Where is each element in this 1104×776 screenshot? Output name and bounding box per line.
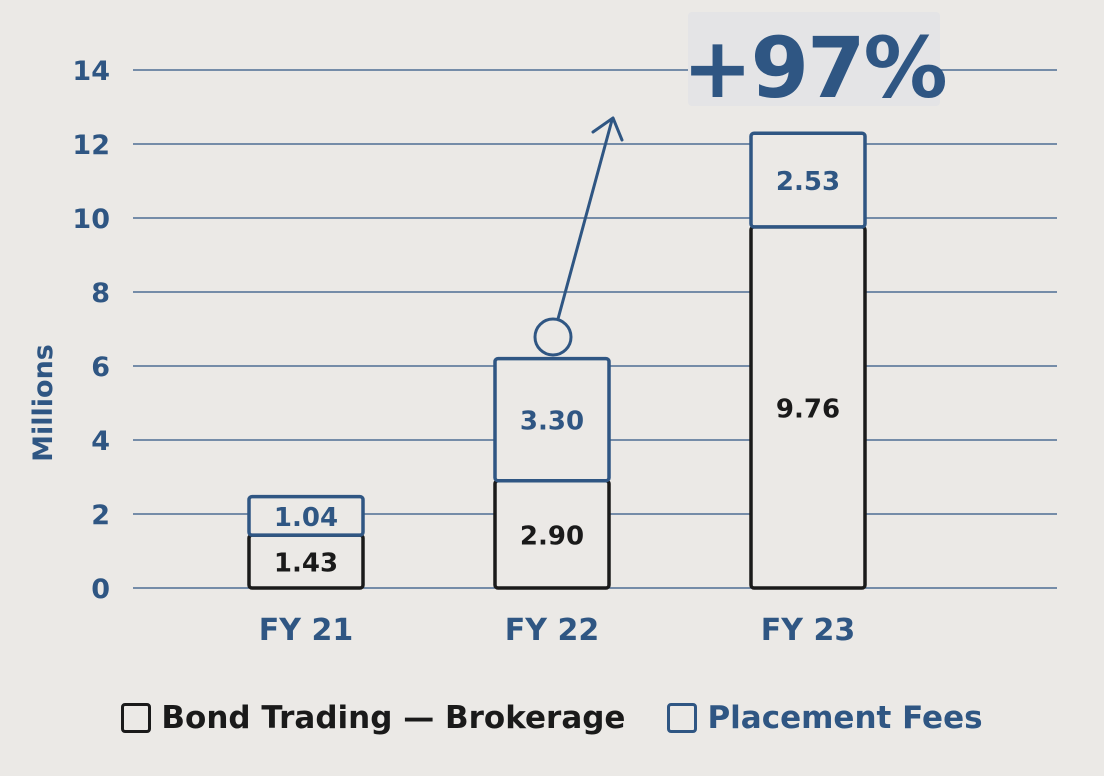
y-tick-6: 6 [91,352,110,383]
value-label-placement-fees-1: 1.04 [274,503,338,533]
stacked-bar-chart: 0 2 4 6 8 10 12 14 Millions 1.43 1.04 2.90 3.30 9.7… [28,12,1057,648]
growth-callout: +97% [533,12,948,357]
y-tick-8: 8 [91,278,110,309]
arrow-origin-marker [533,317,573,357]
x-category-1: FY 21 [259,613,353,648]
value-label-bond-trading-1: 1.43 [274,549,338,579]
legend-label-placement-fees: Placement Fees [707,700,983,736]
y-tick-12: 12 [72,130,110,161]
legend: Bond Trading — Brokerage Placement Fees [0,700,1104,736]
bar-placement-fees-3 [749,131,867,229]
y-tick-4: 4 [91,426,110,457]
y-tick-2: 2 [91,500,110,531]
legend-label-bond-trading: Bond Trading — Brokerage [161,700,626,736]
legend-swatch-placement-fees [667,703,698,733]
callout-box [688,12,940,106]
y-tick-14: 14 [72,56,110,87]
value-label-bond-trading-2: 2.90 [520,521,584,551]
y-axis-label: Millions [28,344,59,462]
growth-arrow-head [591,116,624,142]
bars: 1.43 1.04 2.90 3.30 9.76 2.53 [247,131,867,590]
value-label-placement-fees-3: 2.53 [776,167,840,197]
legend-item-placement-fees: Placement Fees [667,700,983,736]
x-category-2: FY 22 [505,613,599,648]
y-axis-ticks: 0 2 4 6 8 10 12 14 [72,56,110,605]
legend-item-bond-trading: Bond Trading — Brokerage [121,700,625,736]
bar-placement-fees-1 [247,494,365,537]
value-label-placement-fees-2: 3.30 [520,407,584,437]
legend-swatch-bond-trading [121,703,152,733]
value-label-bond-trading-3: 9.76 [776,394,840,424]
bar-placement-fees-2 [493,356,611,483]
y-tick-0: 0 [91,574,110,605]
y-tick-10: 10 [72,204,110,235]
x-category-3: FY 23 [761,613,855,648]
callout-percentage: +97% [682,19,945,117]
growth-arrow-shaft [556,118,614,321]
x-axis-categories: FY 21 FY 22 FY 23 [259,613,855,648]
